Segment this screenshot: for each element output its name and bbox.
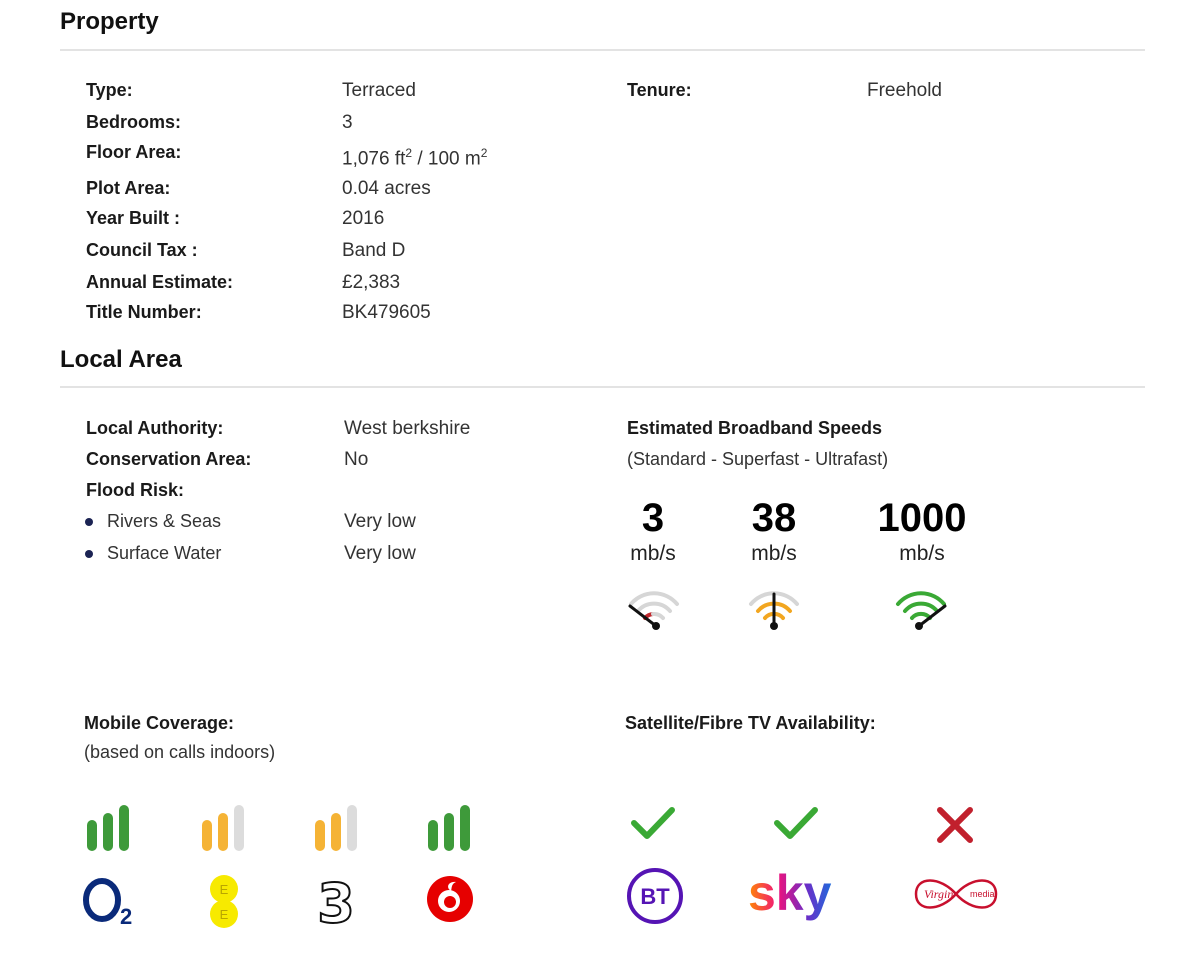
- speed-standard-value: 3: [641, 496, 665, 540]
- local-area-divider: [60, 386, 1145, 388]
- conservation-area-label: Conservation Area:: [86, 449, 252, 469]
- bedrooms-label: Bedrooms:: [86, 112, 182, 132]
- speed-standard-unit: mb/s: [630, 542, 676, 565]
- svg-text:E: E: [220, 882, 229, 897]
- tenure-label: Tenure:: [627, 80, 692, 100]
- bullet-icon: [85, 518, 93, 526]
- speedometer-medium-icon: [749, 591, 799, 630]
- broadband-title: Estimated Broadband Speeds: [627, 418, 883, 438]
- signal-bars-vodafone-icon: [428, 805, 470, 851]
- bt-logo-icon: BT: [627, 868, 683, 924]
- flood-surface-value: Very low: [344, 543, 416, 564]
- local-authority-label: Local Authority:: [86, 418, 224, 438]
- title-number-label: Title Number:: [86, 302, 202, 322]
- o2-logo-icon: 2: [83, 878, 132, 928]
- three-logo-icon: 3: [316, 874, 356, 926]
- bedrooms-value: 3: [342, 112, 353, 133]
- year-built-value: 2016: [342, 208, 385, 229]
- ee-logo-icon: E E: [210, 875, 238, 928]
- svg-text:media: media: [970, 889, 995, 899]
- svg-text:E: E: [220, 907, 229, 922]
- annual-estimate-label: Annual Estimate:: [86, 272, 234, 292]
- speed-ultrafast-unit: mb/s: [899, 542, 945, 565]
- speedometer-low-icon: [628, 591, 679, 630]
- conservation-area-value: No: [344, 449, 369, 470]
- svg-text:sky: sky: [748, 865, 832, 921]
- annual-estimate-value: £2,383: [342, 272, 401, 293]
- floor-area-label: Floor Area:: [86, 142, 182, 162]
- flood-risk-label: Flood Risk:: [86, 480, 184, 500]
- sky-logo-icon: sky: [748, 865, 832, 921]
- available-check-icon: [631, 807, 675, 839]
- mobile-coverage-title: Mobile Coverage:: [84, 713, 235, 733]
- year-built-label: Year Built :: [86, 208, 181, 228]
- svg-text:BT: BT: [640, 884, 670, 909]
- speed-superfast-unit: mb/s: [751, 542, 797, 565]
- property-divider: [60, 49, 1145, 51]
- flood-rivers-value: Very low: [344, 511, 416, 532]
- speed-superfast-value: 38: [751, 496, 797, 540]
- type-value: Terraced: [342, 80, 416, 101]
- council-tax-label: Council Tax :: [86, 240, 198, 260]
- speedometer-high-icon: [896, 591, 947, 630]
- bullet-icon: [85, 550, 93, 558]
- council-tax-value: Band D: [342, 240, 406, 261]
- type-label: Type:: [86, 80, 133, 100]
- floor-area-value: 1,076 ft2 / 100 m2: [342, 146, 488, 170]
- speed-ultrafast-value: 1000: [877, 496, 967, 540]
- local-authority-value: West berkshire: [344, 418, 471, 439]
- virgin-media-logo-icon: Virgin media: [914, 879, 998, 909]
- property-heading: Property: [60, 8, 159, 35]
- local-area-heading: Local Area: [60, 346, 182, 373]
- plot-area-label: Plot Area:: [86, 178, 171, 198]
- tenure-value: Freehold: [867, 80, 942, 101]
- broadband-subtitle: (Standard - Superfast - Ultrafast): [627, 449, 889, 469]
- tv-availability-title: Satellite/Fibre TV Availability:: [625, 713, 876, 733]
- plot-area-value: 0.04 acres: [342, 178, 431, 199]
- vodafone-logo-icon: [427, 876, 473, 922]
- flood-surface-label: Surface Water: [107, 543, 222, 563]
- mobile-coverage-subtitle: (based on calls indoors): [84, 742, 276, 762]
- title-number-value: BK479605: [342, 302, 431, 323]
- svg-text:Virgin: Virgin: [924, 887, 953, 901]
- svg-text:2: 2: [120, 904, 132, 928]
- signal-bars-three-icon: [315, 805, 357, 851]
- flood-rivers-label: Rivers & Seas: [107, 511, 222, 531]
- unavailable-cross-icon: [937, 807, 973, 843]
- svg-text:3: 3: [317, 874, 355, 926]
- available-check-icon: [774, 807, 818, 839]
- signal-bars-ee-icon: [202, 805, 244, 851]
- signal-bars-o2-icon: [87, 805, 129, 851]
